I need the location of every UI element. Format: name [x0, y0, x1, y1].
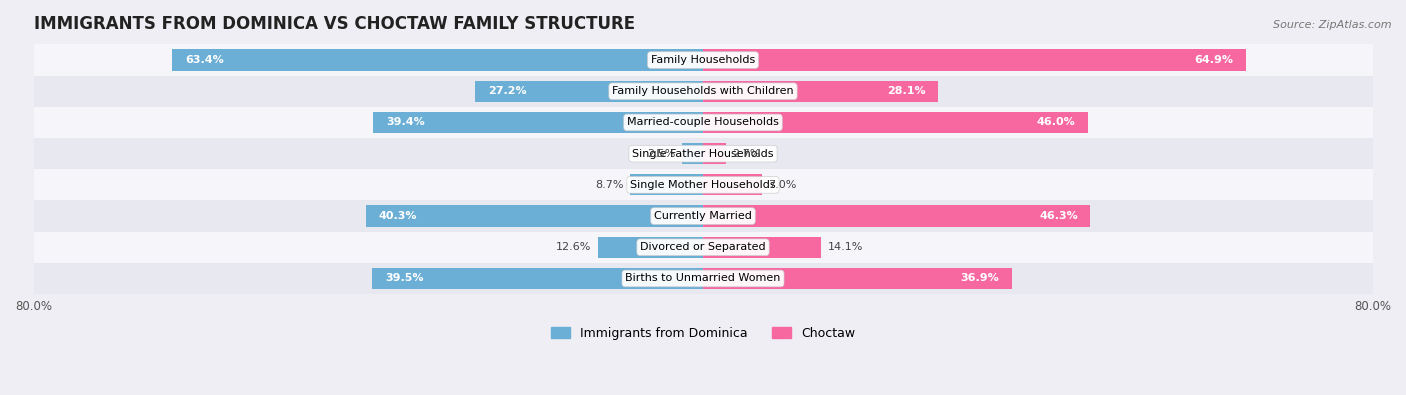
Bar: [703, 81, 938, 102]
Bar: [34, 232, 1372, 263]
Bar: [34, 201, 1372, 232]
Text: Family Households with Children: Family Households with Children: [612, 86, 794, 96]
Text: Divorced or Separated: Divorced or Separated: [640, 242, 766, 252]
Text: 46.3%: 46.3%: [1039, 211, 1078, 221]
Text: Single Father Households: Single Father Households: [633, 149, 773, 159]
Text: 7.0%: 7.0%: [768, 180, 797, 190]
Bar: [366, 205, 703, 227]
Bar: [703, 143, 725, 164]
Text: 36.9%: 36.9%: [960, 273, 1000, 284]
Text: 40.3%: 40.3%: [378, 211, 416, 221]
Bar: [475, 81, 703, 102]
Text: 2.7%: 2.7%: [733, 149, 761, 159]
Text: 46.0%: 46.0%: [1036, 117, 1076, 128]
Bar: [373, 112, 703, 133]
Text: 39.5%: 39.5%: [385, 273, 423, 284]
Bar: [703, 237, 821, 258]
Text: Currently Married: Currently Married: [654, 211, 752, 221]
Bar: [703, 112, 1088, 133]
Bar: [373, 268, 703, 289]
Text: Married-couple Households: Married-couple Households: [627, 117, 779, 128]
Legend: Immigrants from Dominica, Choctaw: Immigrants from Dominica, Choctaw: [546, 322, 860, 345]
Bar: [34, 45, 1372, 76]
Bar: [703, 268, 1012, 289]
Bar: [34, 76, 1372, 107]
Text: 63.4%: 63.4%: [186, 55, 224, 65]
Bar: [703, 205, 1091, 227]
Text: Source: ZipAtlas.com: Source: ZipAtlas.com: [1274, 20, 1392, 30]
Text: 12.6%: 12.6%: [555, 242, 591, 252]
Bar: [34, 263, 1372, 294]
Bar: [598, 237, 703, 258]
Text: 2.5%: 2.5%: [647, 149, 675, 159]
Text: 14.1%: 14.1%: [828, 242, 863, 252]
Bar: [34, 107, 1372, 138]
Text: 28.1%: 28.1%: [887, 86, 925, 96]
Text: IMMIGRANTS FROM DOMINICA VS CHOCTAW FAMILY STRUCTURE: IMMIGRANTS FROM DOMINICA VS CHOCTAW FAMI…: [34, 15, 634, 33]
Text: Births to Unmarried Women: Births to Unmarried Women: [626, 273, 780, 284]
Bar: [703, 49, 1246, 71]
Text: 39.4%: 39.4%: [385, 117, 425, 128]
Text: Family Households: Family Households: [651, 55, 755, 65]
Text: 27.2%: 27.2%: [488, 86, 527, 96]
Bar: [682, 143, 703, 164]
Text: 64.9%: 64.9%: [1195, 55, 1233, 65]
Bar: [703, 174, 762, 196]
Text: 8.7%: 8.7%: [595, 180, 623, 190]
Bar: [34, 169, 1372, 201]
Text: Single Mother Households: Single Mother Households: [630, 180, 776, 190]
Bar: [630, 174, 703, 196]
Bar: [34, 138, 1372, 169]
Bar: [173, 49, 703, 71]
